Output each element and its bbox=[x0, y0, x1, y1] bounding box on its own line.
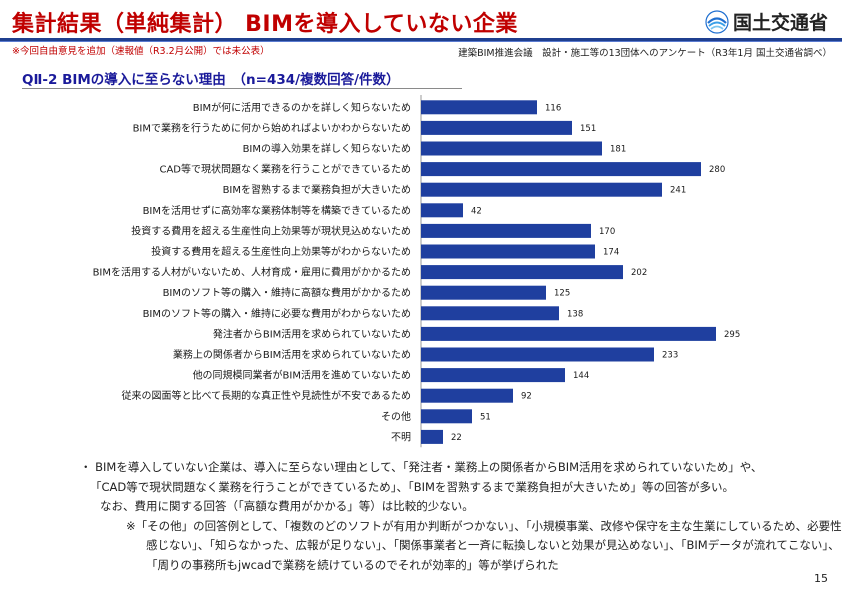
bar bbox=[421, 182, 662, 197]
category-label: BIMを習熟するまで業務負担が大きいため bbox=[223, 183, 411, 196]
bar bbox=[421, 285, 546, 300]
value-label: 116 bbox=[545, 103, 561, 113]
value-label: 241 bbox=[670, 186, 686, 196]
category-label: 従来の図面等と比べて長期的な真正性や見読性が不安であるため bbox=[122, 389, 412, 402]
category-label: BIMのソフト等の購入・維持に必要な費用がわからないため bbox=[143, 307, 411, 320]
value-label: 295 bbox=[724, 330, 740, 340]
bar bbox=[421, 265, 623, 280]
category-label: BIMを活用する人材がいないため、人材育成・雇用に費用がかかるため bbox=[93, 266, 411, 279]
bar bbox=[421, 368, 565, 383]
category-label: 不明 bbox=[391, 431, 411, 443]
summary-line: 感じない」、「知らなかった、広報が足りない」、「関係事業者と一斉に転換しないと効… bbox=[146, 538, 840, 552]
bar bbox=[421, 223, 591, 238]
bar bbox=[421, 388, 513, 403]
bar bbox=[421, 326, 716, 341]
value-label: 42 bbox=[471, 206, 482, 216]
value-label: 144 bbox=[573, 371, 589, 381]
page-number: 15 bbox=[814, 572, 828, 585]
logo-text: 国土交通省 bbox=[733, 12, 829, 34]
ministry-logo: 国土交通省 bbox=[705, 8, 828, 35]
bar bbox=[421, 429, 443, 444]
category-label: 投資する費用を超える生産性向上効果等が現状見込めないため bbox=[131, 224, 411, 237]
chart-subtitle: QⅡ-2 BIMの導入に至らない理由 （n=434/複数回答/件数） bbox=[22, 72, 400, 88]
mlit-emblem-icon bbox=[705, 9, 729, 34]
bar-chart: BIMが何に活用できるのかを詳しく知らないため 116 BIMで業務を行うために何か… bbox=[93, 95, 740, 448]
value-label: 22 bbox=[451, 433, 462, 443]
value-label: 92 bbox=[521, 392, 532, 402]
category-label: BIMの導入効果を詳しく知らないため bbox=[243, 142, 411, 155]
category-label: BIMのソフト等の購入・維持に高額な費用がかかるため bbox=[163, 286, 411, 299]
value-label: 125 bbox=[554, 289, 570, 299]
value-label: 202 bbox=[631, 268, 647, 278]
summary-line: なお、費用に関する回答（「高額な費用がかかる」等）は比較的少ない。 bbox=[100, 499, 474, 513]
value-label: 51 bbox=[480, 412, 491, 422]
value-label: 151 bbox=[580, 124, 596, 134]
summary-line: 「CAD等で現状問題なく業務を行うことができているため」、「BIMを習熟するまで… bbox=[90, 479, 734, 494]
page-title: 集計結果（単純集計） BIMを導入していない企業 bbox=[12, 12, 518, 37]
bar bbox=[421, 141, 602, 156]
bar bbox=[421, 409, 472, 424]
bar bbox=[421, 244, 595, 259]
title-divider-thin bbox=[0, 41, 842, 42]
value-label: 181 bbox=[610, 145, 626, 155]
summary-line: 「周りの事務所もjwcadで業務を続けているのでそれが効率的」等が挙げられた bbox=[146, 557, 559, 572]
category-label: その他 bbox=[381, 410, 411, 423]
category-label: 発注者からBIM活用を求められていないため bbox=[213, 327, 411, 340]
summary-text: ・ BIMを導入していない企業は、導入に至らない理由として、「発注者・業務上の関… bbox=[80, 458, 842, 575]
bar bbox=[421, 306, 559, 321]
category-label: BIMを活用せずに高効率な業務体制等を構築できているため bbox=[143, 204, 411, 217]
bar bbox=[421, 120, 572, 135]
category-label: 他の同規模同業者がBIM活用を進めていないため bbox=[193, 369, 411, 382]
category-label: BIMが何に活用できるのかを詳しく知らないため bbox=[193, 101, 411, 114]
note-left: ※今回自由意見を追加（速報値（R3.2月公開）では未公表） bbox=[12, 46, 270, 57]
value-label: 280 bbox=[709, 165, 725, 175]
subtitle-underline bbox=[22, 88, 462, 89]
category-label: CAD等で現状問題なく業務を行うことができているため bbox=[159, 163, 411, 176]
survey-source-note: 建築BIM推進会議 設計・施工等の13団体へのアンケート（R3年1月 国土交通省… bbox=[458, 48, 832, 59]
bar bbox=[421, 100, 537, 115]
summary-line: ※「その他」の回答例として、「複数のどのソフトが有用か判断がつかない」、「小規模… bbox=[126, 518, 842, 533]
bar bbox=[421, 162, 701, 177]
value-label: 170 bbox=[599, 227, 615, 237]
value-label: 233 bbox=[662, 351, 678, 361]
bar bbox=[421, 347, 654, 362]
value-label: 174 bbox=[603, 248, 619, 258]
bar bbox=[421, 203, 463, 218]
category-label: 業務上の関係者からBIM活用を求められていないため bbox=[173, 348, 411, 361]
category-label: BIMで業務を行うために何から始めればよいかわからないため bbox=[133, 121, 411, 134]
value-label: 138 bbox=[567, 309, 583, 319]
title-divider bbox=[0, 38, 842, 41]
category-label: 投資する費用を超える生産性向上効果等がわからないため bbox=[151, 245, 411, 258]
summary-line: ・ BIMを導入していない企業は、導入に至らない理由として、「発注者・業務上の関… bbox=[80, 460, 763, 474]
